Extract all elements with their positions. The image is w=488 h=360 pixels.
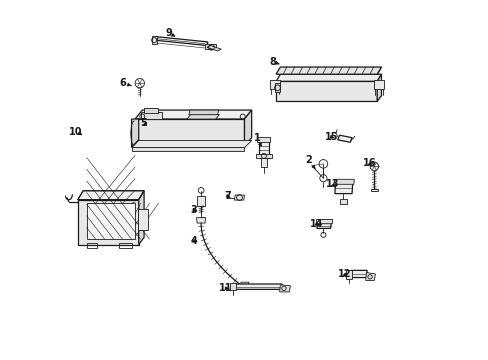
Polygon shape [255, 154, 271, 158]
Text: 12: 12 [337, 269, 350, 279]
Polygon shape [370, 189, 377, 192]
Polygon shape [373, 80, 384, 89]
Polygon shape [334, 182, 352, 194]
Text: 8: 8 [268, 57, 278, 67]
Polygon shape [339, 199, 346, 204]
Polygon shape [241, 282, 248, 287]
Polygon shape [349, 270, 366, 278]
Polygon shape [234, 195, 244, 200]
Polygon shape [261, 158, 266, 167]
Polygon shape [78, 191, 144, 200]
Polygon shape [78, 200, 139, 244]
Circle shape [369, 162, 378, 171]
Polygon shape [244, 110, 251, 146]
Text: 13: 13 [325, 179, 338, 189]
Text: 4: 4 [190, 236, 197, 246]
Polygon shape [365, 273, 375, 280]
Polygon shape [337, 135, 351, 142]
Text: 6: 6 [119, 78, 131, 88]
Polygon shape [137, 209, 147, 230]
Text: 10: 10 [69, 127, 82, 136]
Text: 11: 11 [219, 283, 232, 293]
Text: 15: 15 [324, 132, 337, 142]
Polygon shape [86, 203, 135, 239]
Text: 2: 2 [305, 155, 314, 168]
Polygon shape [206, 45, 221, 51]
Text: 1: 1 [253, 133, 261, 146]
Polygon shape [139, 191, 144, 244]
Polygon shape [269, 80, 280, 89]
Polygon shape [196, 218, 205, 223]
Polygon shape [346, 270, 351, 279]
Text: 7: 7 [224, 191, 230, 201]
Polygon shape [135, 110, 251, 119]
Text: 5: 5 [140, 118, 146, 128]
Polygon shape [204, 44, 215, 49]
Polygon shape [140, 112, 162, 119]
Polygon shape [152, 36, 156, 44]
Text: 16: 16 [362, 158, 375, 168]
Polygon shape [144, 108, 158, 113]
Polygon shape [188, 110, 218, 115]
Polygon shape [234, 284, 282, 289]
Polygon shape [131, 147, 244, 151]
Polygon shape [316, 223, 330, 228]
Polygon shape [274, 83, 280, 92]
Polygon shape [230, 283, 235, 291]
Text: 14: 14 [309, 219, 322, 229]
Polygon shape [187, 114, 219, 119]
Polygon shape [197, 196, 204, 206]
Polygon shape [276, 74, 381, 81]
Polygon shape [279, 285, 290, 292]
Polygon shape [276, 81, 376, 101]
Polygon shape [258, 141, 268, 158]
Polygon shape [333, 179, 353, 184]
Polygon shape [376, 74, 381, 101]
Text: 9: 9 [165, 28, 175, 38]
Polygon shape [316, 220, 332, 224]
Polygon shape [257, 137, 270, 142]
Polygon shape [131, 140, 251, 148]
Polygon shape [135, 119, 244, 146]
Polygon shape [154, 37, 207, 45]
Polygon shape [276, 67, 381, 74]
Text: 3: 3 [190, 206, 197, 216]
Polygon shape [131, 119, 139, 147]
